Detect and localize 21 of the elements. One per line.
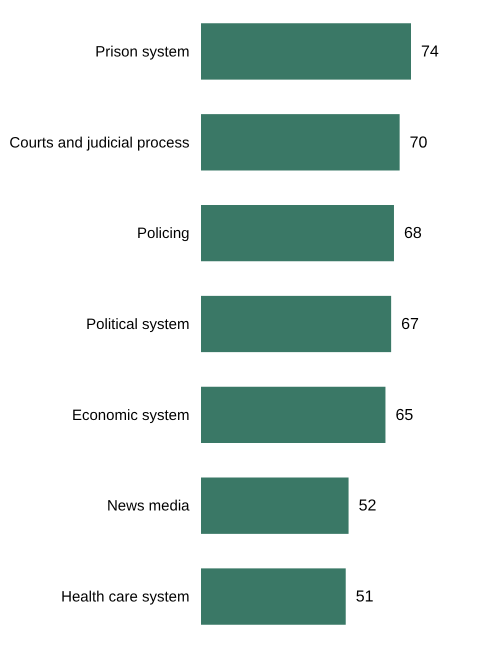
bar xyxy=(201,296,392,352)
y-tick-label: Health care system xyxy=(61,588,190,606)
bar xyxy=(201,204,394,262)
y-tick-label: Policing xyxy=(136,225,190,242)
data-label: 65 xyxy=(395,406,414,424)
y-tick-label: Prison system xyxy=(95,43,190,60)
bar xyxy=(201,114,400,170)
y-tick-label: Political system xyxy=(86,316,190,333)
bar xyxy=(201,478,349,534)
y-tick-label: Economic system xyxy=(72,406,190,424)
data-label: 70 xyxy=(410,134,428,152)
data-label: 52 xyxy=(358,498,376,515)
data-label: 67 xyxy=(401,316,420,333)
data-label: 51 xyxy=(356,588,374,606)
y-tick-label: News media xyxy=(106,498,190,515)
bar xyxy=(201,568,346,625)
data-label: 68 xyxy=(404,225,422,242)
bar xyxy=(201,23,411,80)
y-tick-label: Courts and judicial process xyxy=(9,134,190,152)
data-label: 74 xyxy=(421,43,439,60)
bar xyxy=(201,386,386,444)
